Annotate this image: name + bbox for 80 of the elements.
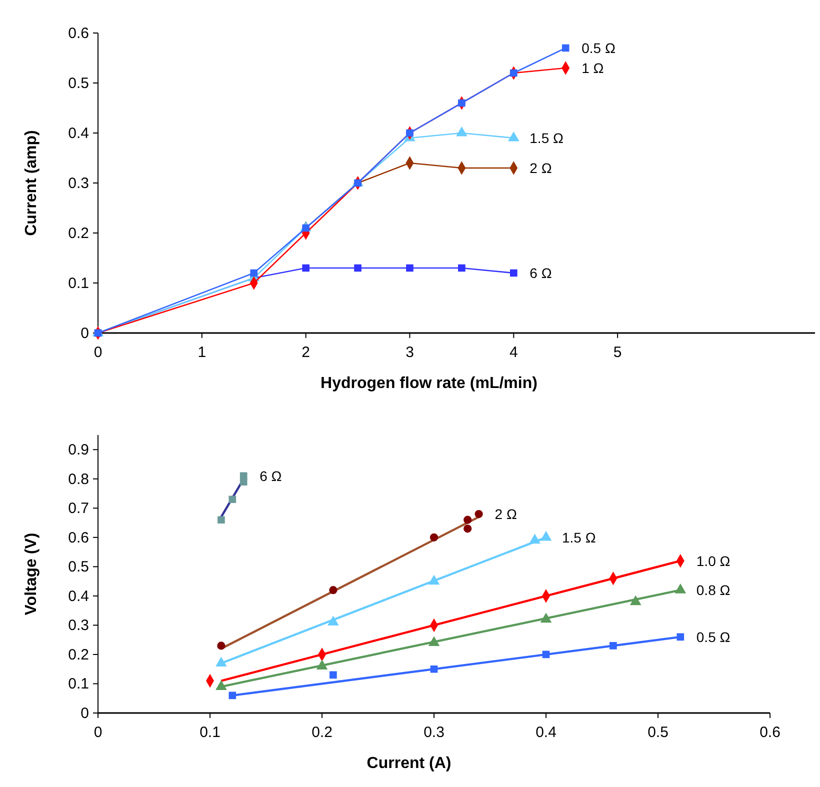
point: [330, 671, 337, 679]
x-tick-label: 1: [198, 344, 206, 361]
point: [302, 264, 310, 272]
x-tick-label: 2: [302, 344, 310, 361]
y-tick-label: 0: [80, 705, 89, 722]
point: [542, 650, 550, 658]
point: [217, 642, 226, 650]
point: [540, 613, 552, 623]
point: [316, 660, 328, 670]
point: [562, 44, 570, 52]
point: [216, 657, 227, 667]
y-tick-label: 0.9: [68, 442, 89, 459]
point: [510, 269, 518, 277]
series-label: 1.5 Ω: [562, 529, 596, 546]
y-tick-label: 0: [80, 325, 89, 342]
point: [508, 132, 519, 142]
y-tick-label: 0.3: [68, 175, 89, 192]
point: [529, 534, 540, 544]
point: [676, 633, 684, 641]
y-tick-label: 0.3: [68, 617, 89, 634]
point: [540, 531, 552, 541]
x-tick-label: 3: [406, 344, 414, 361]
point: [464, 524, 472, 533]
point: [228, 692, 236, 700]
point: [456, 126, 467, 136]
point: [328, 616, 339, 626]
series-label: 0.5 Ω: [582, 40, 616, 56]
point: [406, 264, 414, 272]
y-axis-title: Voltage (V): [23, 532, 40, 616]
series-label: 1 Ω: [582, 60, 604, 76]
y-tick-label: 0.2: [68, 646, 89, 664]
point: [675, 584, 686, 594]
x-tick-label: 0.6: [760, 724, 780, 741]
y-axis-title: Current (amp): [23, 130, 40, 236]
point: [354, 264, 362, 272]
point: [428, 636, 440, 646]
series-label: 0.5 Ω: [696, 628, 730, 645]
point: [458, 264, 466, 272]
y-tick-label: 0.7: [68, 500, 89, 518]
y-tick-label: 0.5: [68, 558, 89, 576]
x-axis-title: Current (A): [366, 755, 452, 772]
y-tick-label: 0.2: [68, 225, 89, 242]
series-label: 0.8 Ω: [696, 582, 730, 598]
x-tick-label: 0: [94, 344, 102, 361]
point: [240, 472, 248, 480]
y-tick-label: 0.1: [68, 275, 89, 292]
y-tick-label: 0.4: [68, 588, 89, 605]
series-label: 6 Ω: [530, 265, 552, 281]
y-tick-label: 0.6: [68, 529, 89, 546]
point: [474, 510, 483, 518]
point: [430, 533, 438, 542]
point: [329, 586, 338, 594]
point: [218, 516, 225, 524]
x-tick-label: 0.2: [312, 724, 332, 741]
x-tick-label: 0.1: [200, 724, 220, 741]
point: [250, 269, 258, 277]
x-tick-label: 0.4: [536, 724, 556, 741]
point: [228, 496, 236, 504]
x-tick-label: 4: [509, 344, 518, 361]
y-tick-label: 0.8: [68, 470, 89, 488]
x-tick-label: 5: [613, 344, 622, 361]
series-label: 2 Ω: [494, 506, 517, 522]
point: [630, 596, 641, 606]
x-tick-label: 0.3: [424, 724, 444, 741]
x-tick-label: 0: [94, 724, 102, 741]
series-label: 6 Ω: [260, 468, 282, 484]
x-tick-label: 0.5: [648, 724, 668, 741]
y-tick-label: 0.5: [68, 75, 89, 92]
y-tick-label: 0.1: [68, 676, 89, 693]
y-tick-label: 0.4: [68, 125, 89, 142]
point: [216, 680, 227, 690]
point: [610, 642, 617, 650]
y-tick-label: 0.6: [68, 25, 89, 42]
series-label: 2 Ω: [530, 160, 552, 176]
point: [428, 575, 440, 585]
x-axis-title: Hydrogen flow rate (mL/min): [320, 375, 538, 392]
point: [464, 516, 472, 524]
series-label: 1.5 Ω: [530, 130, 564, 146]
point: [430, 665, 438, 673]
series-label: 1.0 Ω: [696, 552, 730, 569]
